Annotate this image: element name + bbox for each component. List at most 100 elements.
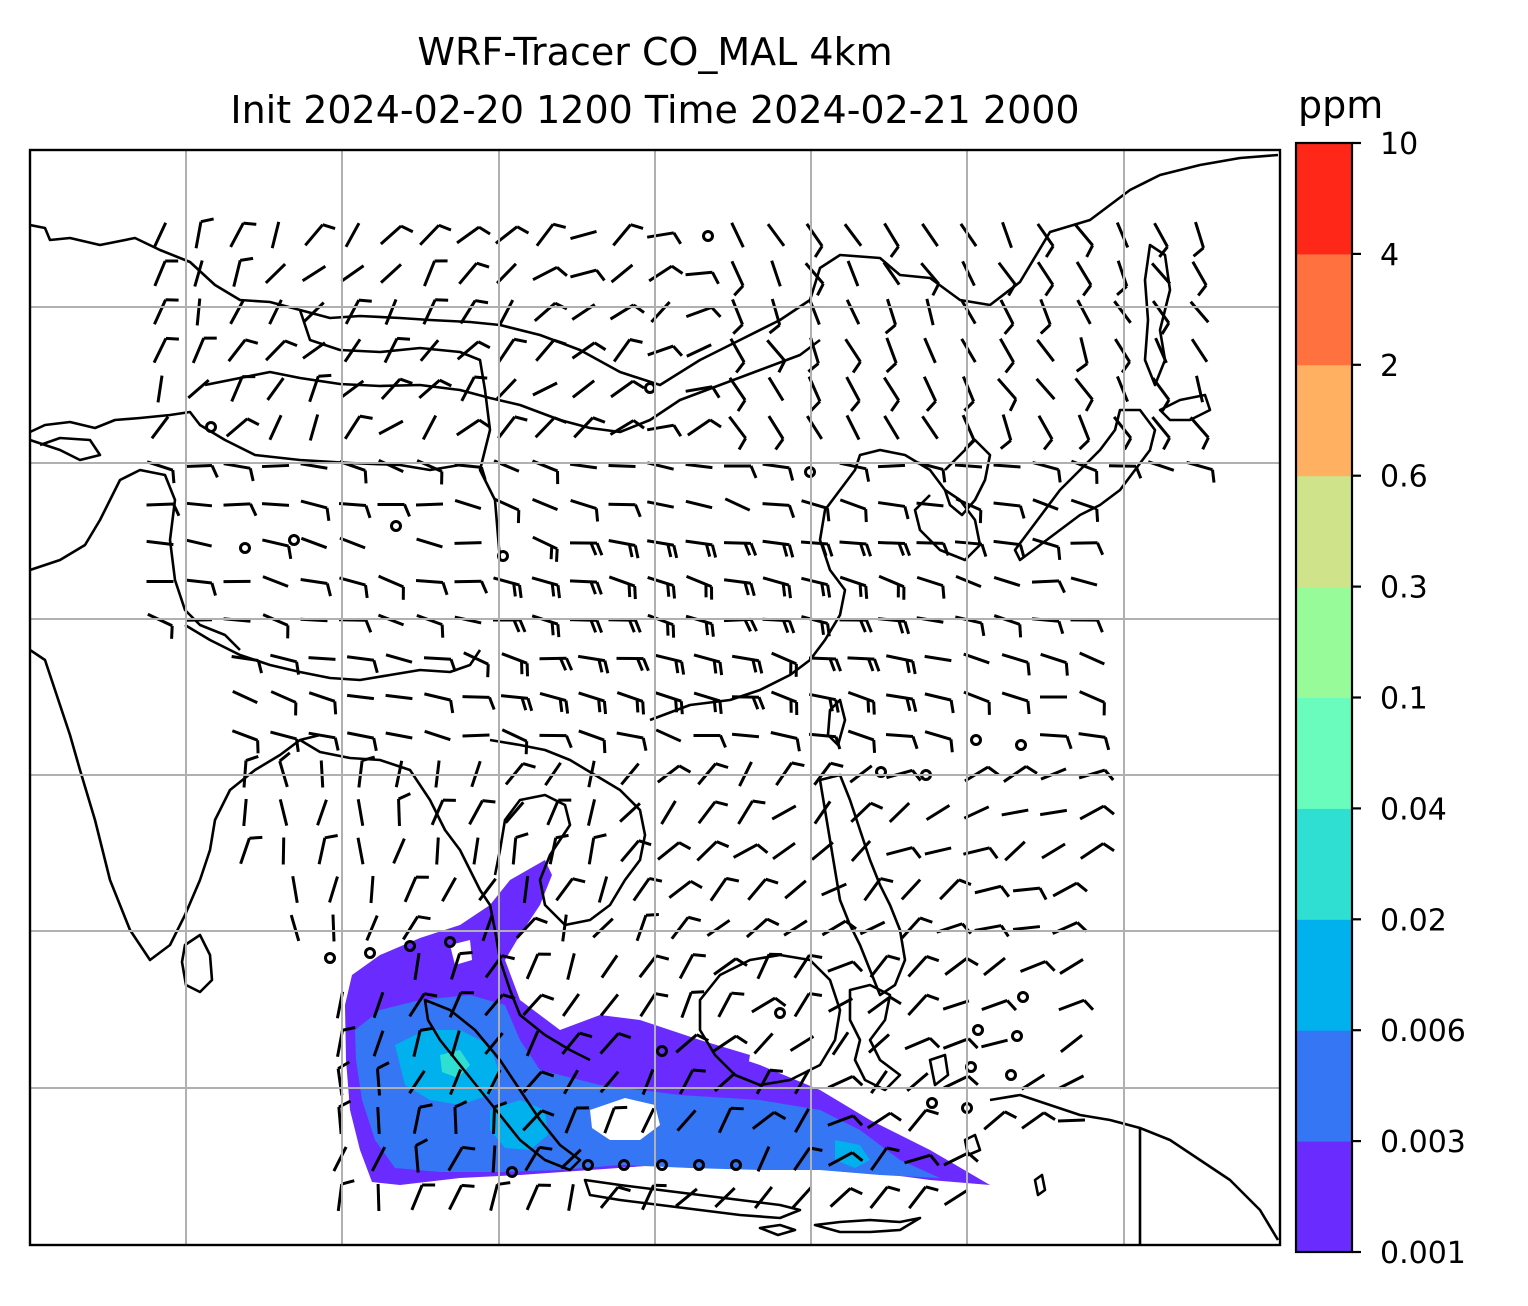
wind-barb [231, 655, 263, 674]
wind-barb [619, 802, 641, 823]
colorbar: 0.001 0.003 0.006 0.02 0.04 0.1 0.3 0.6 2 4 10 [1294, 127, 1466, 1271]
wind-barb [456, 225, 491, 245]
coast-sulawesi [848, 983, 902, 1092]
coast-sakhalin [1143, 243, 1172, 387]
wind-barb [1077, 414, 1091, 451]
wind-barb [597, 876, 609, 903]
wind-barb [1070, 498, 1100, 522]
wind-barb [755, 1068, 783, 1095]
wind-barb [1190, 338, 1209, 363]
wind-barb [904, 1036, 941, 1051]
wind-barb [462, 695, 496, 711]
calm-marker [444, 936, 456, 948]
wind-barb [655, 691, 684, 715]
chart-title: WRF-Tracer CO_MAL 4km [417, 30, 893, 74]
wind-barb [1059, 1033, 1084, 1054]
wind-barb [921, 415, 939, 440]
wind-barb [346, 731, 378, 752]
wind-barb [231, 729, 260, 754]
wind-barb [827, 1075, 864, 1089]
wind-barb [784, 879, 807, 900]
wind-barb [343, 338, 362, 363]
wind-barb [685, 575, 714, 600]
wind-barb [612, 223, 644, 247]
wind-barb [408, 992, 438, 1018]
wind-barb [839, 575, 869, 599]
calm-marker [618, 1159, 630, 1171]
calm-marker [972, 1024, 984, 1036]
coast-bay-of-bengal [299, 738, 591, 1062]
wind-barb [539, 733, 573, 749]
wind-barb [811, 841, 834, 861]
border-himalaya [184, 623, 482, 682]
wind-barb [500, 694, 534, 712]
wind-barb [1076, 299, 1092, 325]
wind-barb [449, 1068, 462, 1096]
wind-barb [463, 651, 490, 678]
wind-barb [1079, 651, 1105, 666]
wind-barb [693, 733, 727, 749]
wind-barb [847, 690, 876, 715]
wind-barb [961, 375, 976, 412]
coast-arabia [30, 436, 102, 462]
wind-barb [501, 728, 529, 755]
wind-barb [378, 419, 404, 436]
wind-barb [412, 1103, 433, 1135]
border-central-asia [204, 338, 821, 434]
wind-barb [1036, 223, 1055, 258]
wind-barb [392, 838, 406, 864]
wind-barb [767, 376, 785, 402]
wind-barb [999, 414, 1013, 450]
coast-sumatra [423, 998, 582, 1172]
wind-barb [675, 1033, 710, 1054]
wind-barb [419, 223, 452, 246]
wind-barb [960, 338, 977, 363]
wind-barb [229, 221, 257, 248]
wind-barb [184, 578, 217, 596]
wind-barb [372, 991, 385, 1019]
wind-barb [635, 912, 659, 942]
calm-marker [1015, 739, 1027, 751]
wind-barb [385, 731, 413, 740]
wind-barb [534, 416, 568, 439]
wind-barb [762, 462, 795, 481]
wind-barb [793, 1069, 811, 1095]
wind-barb [570, 229, 597, 241]
wind-barb [847, 729, 877, 753]
wind-barb [616, 731, 648, 752]
wind-barb [808, 692, 840, 713]
wind-barb [827, 1114, 864, 1127]
wind-barb [1079, 842, 1115, 860]
wind-barb [369, 875, 375, 904]
wind-barb [332, 1146, 348, 1172]
wind-barb [454, 541, 482, 545]
wind-barb [939, 878, 972, 901]
wind-barb [712, 1034, 748, 1053]
colorbar-segment [1296, 143, 1352, 255]
wind-barb [599, 993, 620, 1017]
wind-barb [375, 1061, 390, 1096]
wind-barb [646, 539, 679, 559]
wind-barb [567, 1183, 575, 1212]
wind-barb [495, 262, 518, 285]
plume-level-0.02 [440, 1050, 470, 1078]
colorbar-tick-label: 0.02 [1380, 903, 1447, 938]
wind-barb [456, 340, 491, 361]
colorbar-tick-label: 0.006 [1380, 1014, 1466, 1049]
wind-barb [657, 841, 692, 861]
colorbar-segment [1296, 1141, 1352, 1253]
wind-barb [1108, 464, 1143, 479]
wind-barb [999, 338, 1015, 374]
wind-barb [756, 1146, 771, 1172]
wind-barb [867, 1033, 891, 1054]
wind-barb [745, 917, 780, 939]
wind-barb [532, 535, 559, 562]
wind-barb [924, 692, 955, 714]
wind-barb [460, 375, 488, 402]
wind-barb [308, 656, 336, 661]
wind-barb [498, 299, 515, 325]
wind-barb [1039, 808, 1068, 817]
wind-barb [496, 378, 517, 400]
wind-barb [1001, 653, 1031, 676]
wind-barb [660, 800, 677, 825]
